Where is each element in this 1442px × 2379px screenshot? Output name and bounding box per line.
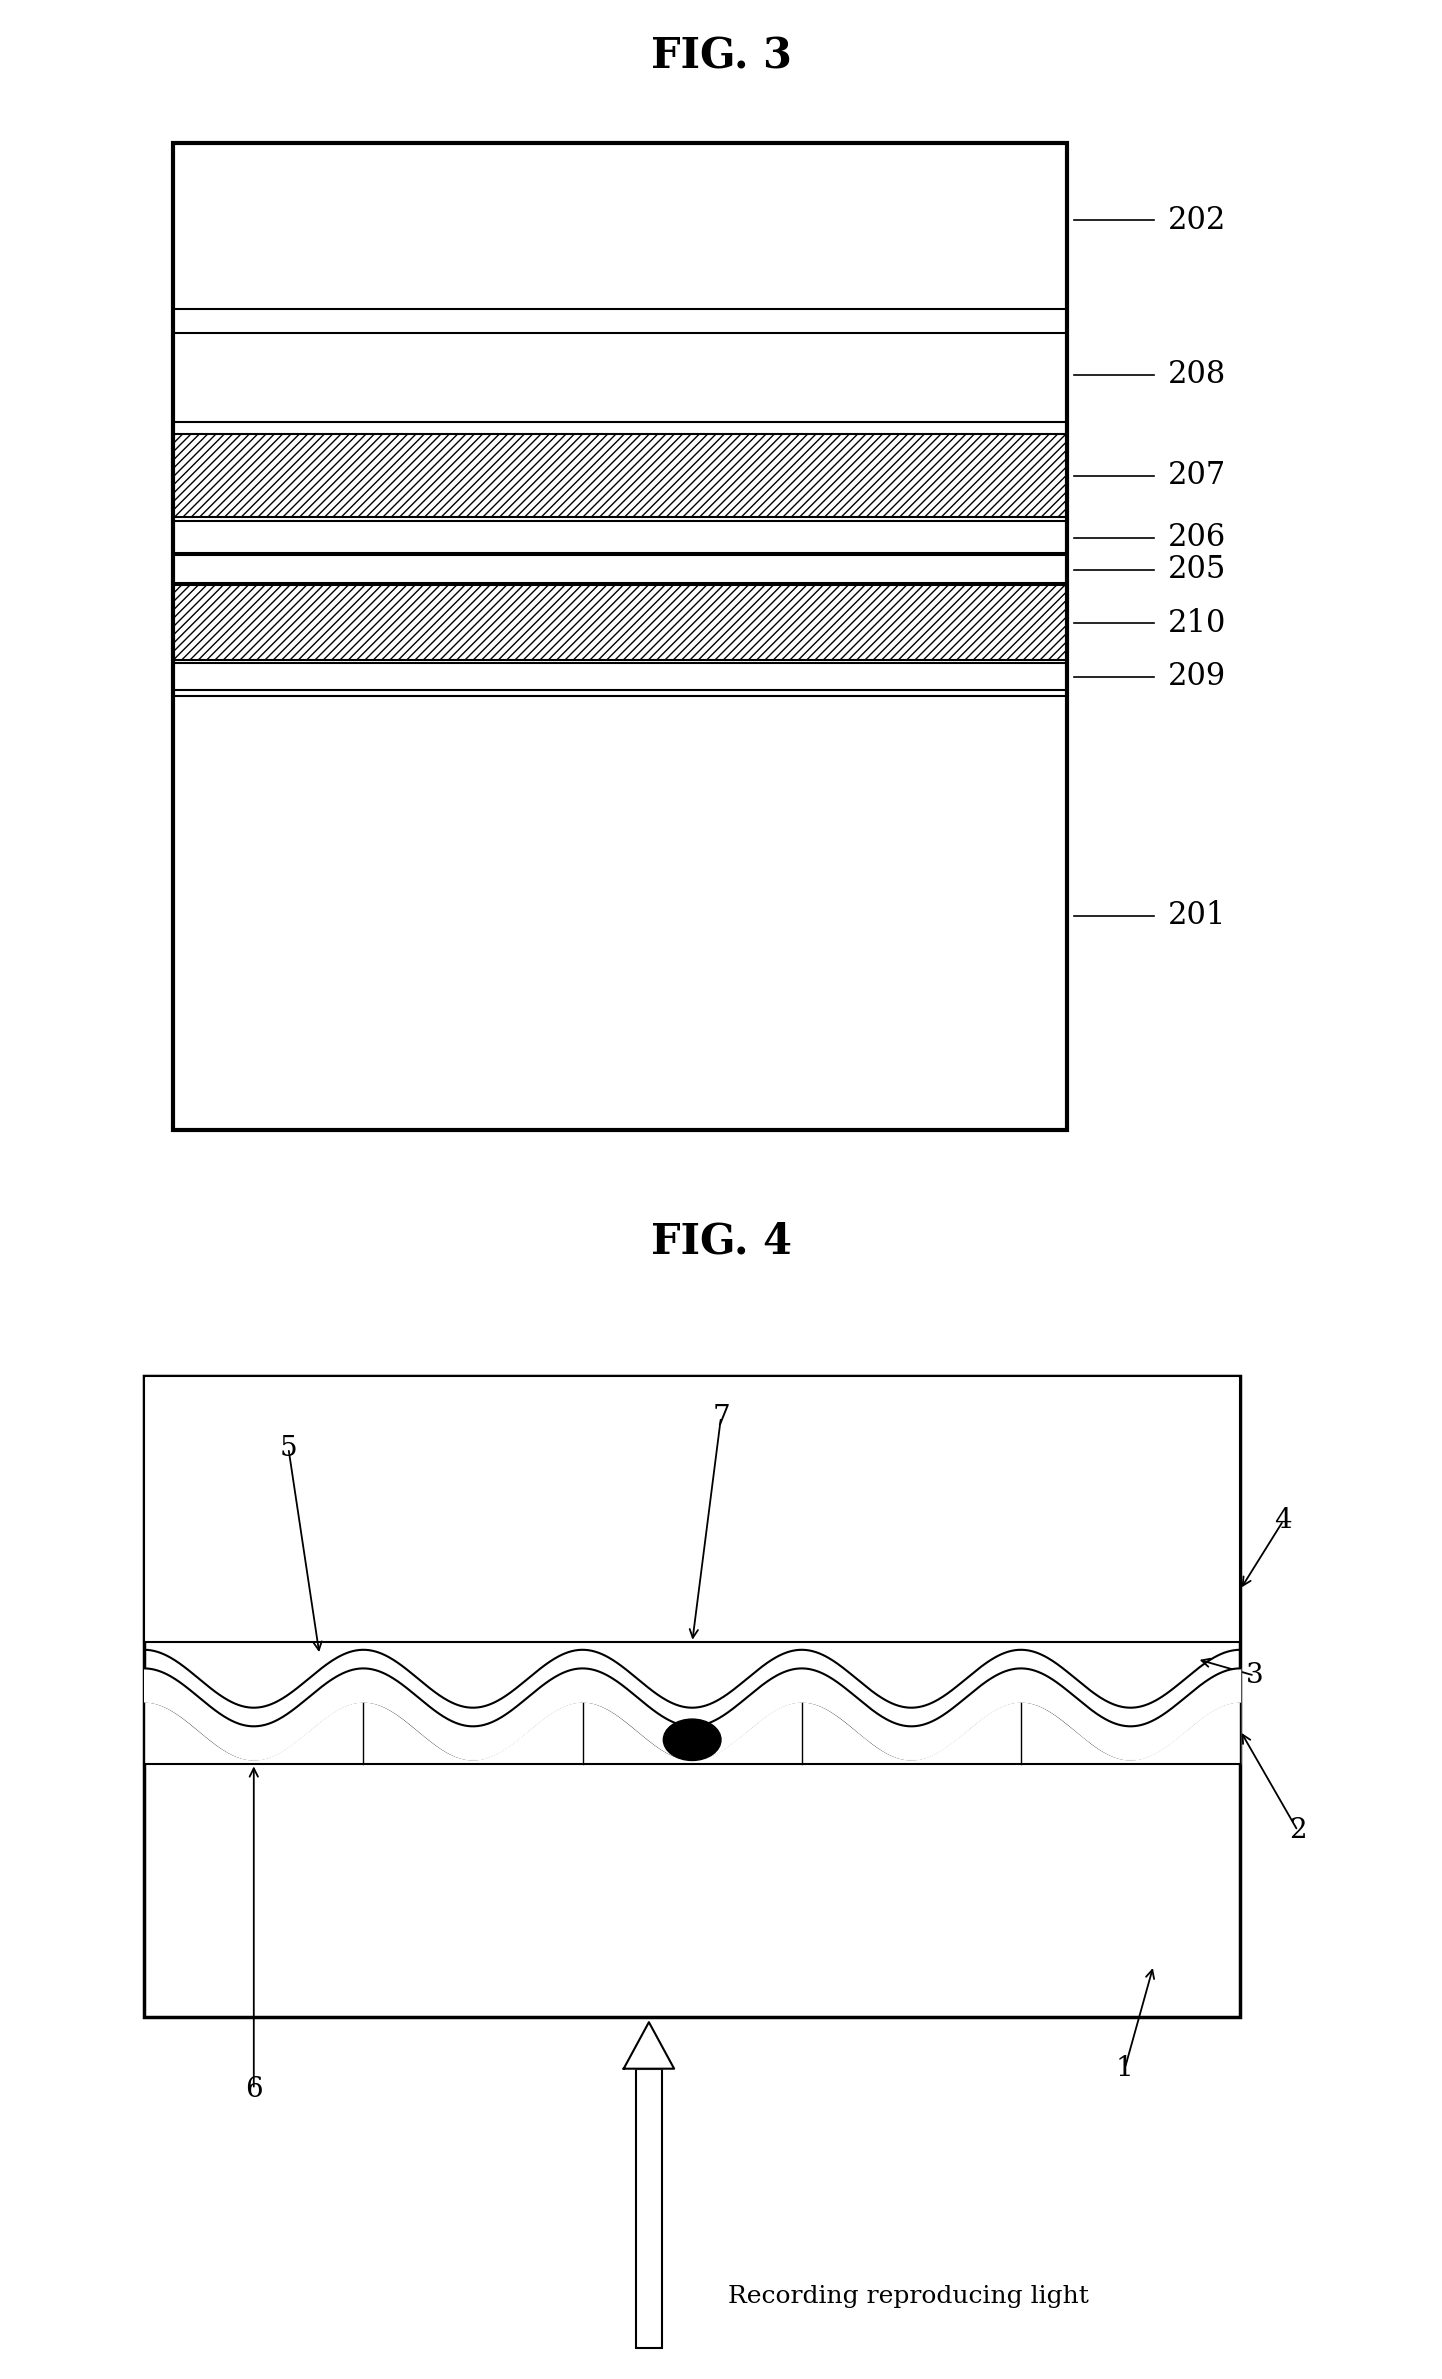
Text: FIG. 3: FIG. 3	[650, 36, 792, 79]
Circle shape	[663, 1720, 721, 1760]
Text: 2: 2	[1289, 1818, 1306, 1844]
Bar	[173, 521, 1067, 552]
Bar	[144, 1375, 1240, 2017]
Text: 5: 5	[280, 1435, 297, 1461]
Text: 206: 206	[1168, 521, 1226, 554]
Text: 205: 205	[1168, 554, 1226, 585]
Bar	[144, 1375, 1240, 1642]
Bar	[173, 585, 1067, 661]
Bar	[173, 143, 1067, 1130]
Text: 7: 7	[712, 1404, 730, 1430]
Text: 201: 201	[1168, 899, 1226, 933]
Text: FIG. 4: FIG. 4	[650, 1220, 792, 1263]
Text: 1: 1	[1116, 2055, 1133, 2082]
Text: 3: 3	[1246, 1663, 1263, 1689]
Bar	[173, 333, 1067, 423]
Bar	[173, 433, 1067, 519]
Polygon shape	[624, 2022, 675, 2070]
Text: 210: 210	[1168, 607, 1226, 640]
Text: 4: 4	[1275, 1506, 1292, 1534]
Bar	[173, 695, 1067, 1130]
Text: Recording reproducing light: Recording reproducing light	[728, 2284, 1089, 2308]
Bar	[173, 661, 1067, 690]
Text: 209: 209	[1168, 661, 1226, 692]
Text: 202: 202	[1168, 205, 1226, 236]
Bar	[636, 2070, 662, 2348]
Text: 208: 208	[1168, 359, 1226, 390]
Text: 6: 6	[245, 2077, 262, 2103]
Bar	[173, 143, 1067, 309]
Text: 207: 207	[1168, 459, 1226, 492]
Bar	[173, 557, 1067, 583]
